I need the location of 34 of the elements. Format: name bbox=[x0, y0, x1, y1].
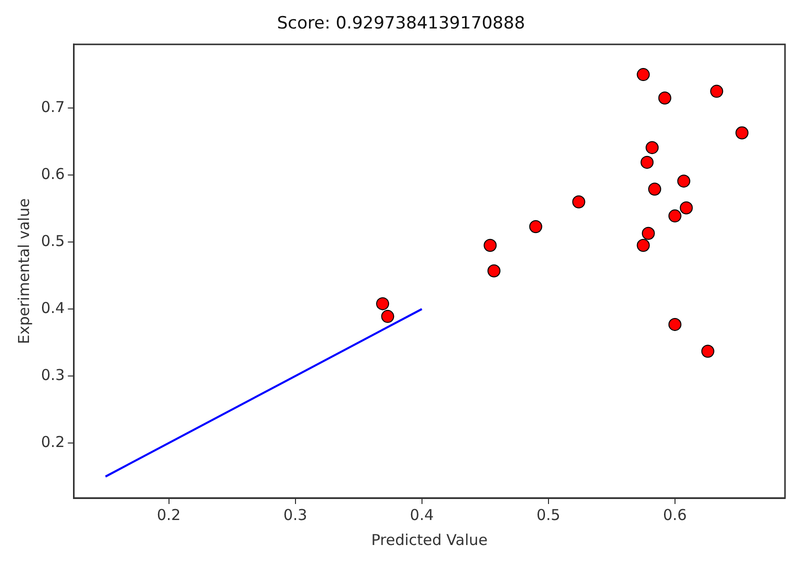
y-tick-label: 0.5 bbox=[40, 232, 65, 250]
point bbox=[572, 195, 586, 208]
x-tick-label: 0.4 bbox=[410, 506, 434, 524]
x-tick-label: 0.2 bbox=[156, 506, 181, 524]
point bbox=[680, 201, 693, 214]
point bbox=[487, 264, 500, 278]
point bbox=[484, 238, 497, 252]
point bbox=[376, 297, 390, 310]
y-tick-label: 0.2 bbox=[40, 432, 65, 451]
point bbox=[710, 84, 724, 98]
x-tick-label: 0.5 bbox=[536, 506, 560, 524]
x-axis-title: Predicted Value bbox=[371, 530, 488, 549]
point bbox=[648, 182, 662, 196]
point bbox=[658, 92, 672, 104]
point bbox=[640, 156, 654, 169]
x-tick-label: 0.3 bbox=[283, 506, 308, 524]
point bbox=[642, 226, 655, 240]
point bbox=[668, 209, 682, 222]
y-tick-label: 0.4 bbox=[40, 298, 65, 317]
point bbox=[636, 68, 650, 82]
y-tick-label: 0.6 bbox=[40, 164, 65, 183]
point bbox=[646, 141, 659, 154]
point bbox=[381, 310, 394, 323]
point bbox=[701, 344, 714, 358]
y-tick-label: 0.7 bbox=[40, 98, 65, 116]
point bbox=[677, 174, 690, 188]
point bbox=[636, 238, 650, 252]
y-axis-title: Experimental value bbox=[14, 198, 33, 344]
y-tick-label: 0.3 bbox=[40, 366, 65, 384]
point bbox=[668, 318, 682, 331]
chart-title: Score: 0.9297384139170888 bbox=[276, 14, 526, 34]
point bbox=[529, 220, 542, 234]
point bbox=[735, 126, 748, 140]
x-tick-label: 0.6 bbox=[662, 506, 687, 524]
